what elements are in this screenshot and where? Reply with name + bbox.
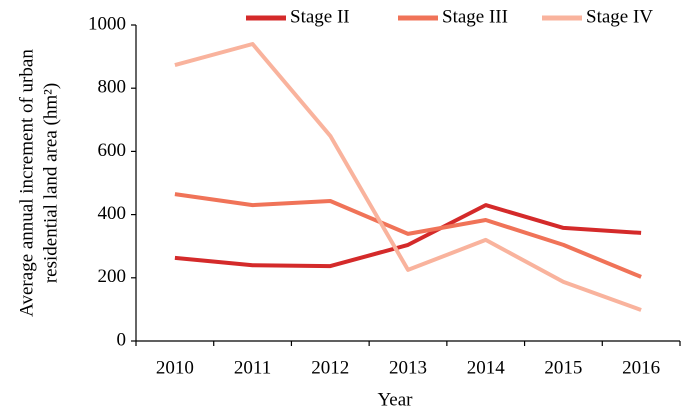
x-axis-label: Year bbox=[377, 389, 413, 410]
x-tick-label: 2016 bbox=[622, 357, 660, 378]
x-tick-label: 2013 bbox=[389, 357, 427, 378]
y-axis-label: Average annual increment of urban bbox=[16, 49, 37, 317]
y-tick-label: 200 bbox=[98, 266, 127, 287]
legend-label: Stage IV bbox=[586, 6, 653, 27]
x-tick-label: 2012 bbox=[311, 357, 349, 378]
x-tick-label: 2015 bbox=[544, 357, 582, 378]
y-tick-label: 800 bbox=[98, 77, 127, 98]
x-tick-label: 2014 bbox=[467, 357, 506, 378]
series-line bbox=[174, 192, 642, 279]
x-tick-label: 2011 bbox=[234, 357, 271, 378]
y-tick-label: 400 bbox=[98, 203, 127, 224]
y-tick-label: 1000 bbox=[88, 13, 126, 34]
x-tick-label: 2010 bbox=[156, 357, 194, 378]
legend-label: Stage II bbox=[290, 6, 350, 27]
legend-label: Stage III bbox=[442, 6, 508, 27]
y-tick-label: 600 bbox=[98, 140, 127, 161]
series-line bbox=[174, 203, 642, 269]
series-line bbox=[174, 42, 642, 312]
y-axis-label: residential land area (hm²) bbox=[40, 83, 61, 283]
y-tick-label: 0 bbox=[117, 329, 127, 350]
